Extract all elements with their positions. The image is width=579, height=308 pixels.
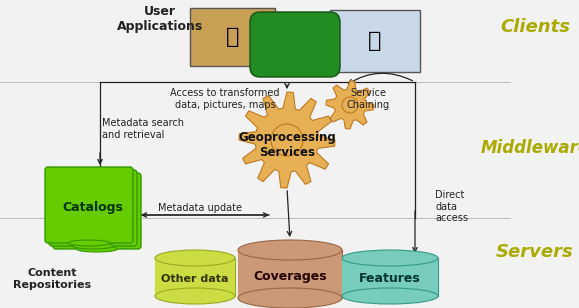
- Ellipse shape: [68, 240, 109, 246]
- Ellipse shape: [342, 250, 438, 266]
- FancyBboxPatch shape: [53, 173, 141, 249]
- Text: User
Applications: User Applications: [117, 5, 203, 33]
- Text: Metadata search
and retrieval: Metadata search and retrieval: [102, 118, 184, 140]
- Text: Content
Repositories: Content Repositories: [13, 268, 91, 290]
- Text: Servers: Servers: [496, 243, 574, 261]
- Text: Metadata update: Metadata update: [158, 203, 242, 213]
- Ellipse shape: [238, 288, 342, 308]
- Text: Features: Features: [359, 272, 421, 286]
- Ellipse shape: [155, 288, 235, 304]
- Text: Service
Chaining: Service Chaining: [346, 88, 390, 110]
- Text: Clients: Clients: [500, 18, 570, 36]
- FancyBboxPatch shape: [45, 167, 133, 243]
- FancyBboxPatch shape: [342, 258, 438, 296]
- FancyBboxPatch shape: [330, 10, 420, 72]
- Circle shape: [271, 124, 303, 156]
- Text: Middleware: Middleware: [481, 139, 579, 157]
- Polygon shape: [239, 92, 335, 188]
- Text: Direct
data
access: Direct data access: [435, 190, 468, 223]
- Text: Other data: Other data: [161, 274, 229, 284]
- Text: 🖥️: 🖥️: [368, 31, 382, 51]
- FancyBboxPatch shape: [155, 258, 235, 296]
- FancyBboxPatch shape: [49, 170, 137, 246]
- Polygon shape: [326, 81, 374, 129]
- Text: 🚜: 🚜: [226, 27, 239, 47]
- FancyBboxPatch shape: [250, 12, 340, 77]
- Circle shape: [342, 97, 358, 113]
- Ellipse shape: [342, 288, 438, 304]
- FancyBboxPatch shape: [238, 250, 342, 298]
- Ellipse shape: [155, 250, 235, 266]
- Ellipse shape: [76, 246, 118, 252]
- FancyBboxPatch shape: [190, 8, 275, 66]
- Text: Geoprocessing
Services: Geoprocessing Services: [238, 131, 336, 160]
- Text: Coverages: Coverages: [253, 270, 327, 283]
- Text: Access to transformed
data, pictures, maps: Access to transformed data, pictures, ma…: [170, 88, 280, 110]
- Ellipse shape: [72, 243, 113, 249]
- Ellipse shape: [238, 240, 342, 260]
- Text: Catalogs: Catalogs: [63, 201, 123, 214]
